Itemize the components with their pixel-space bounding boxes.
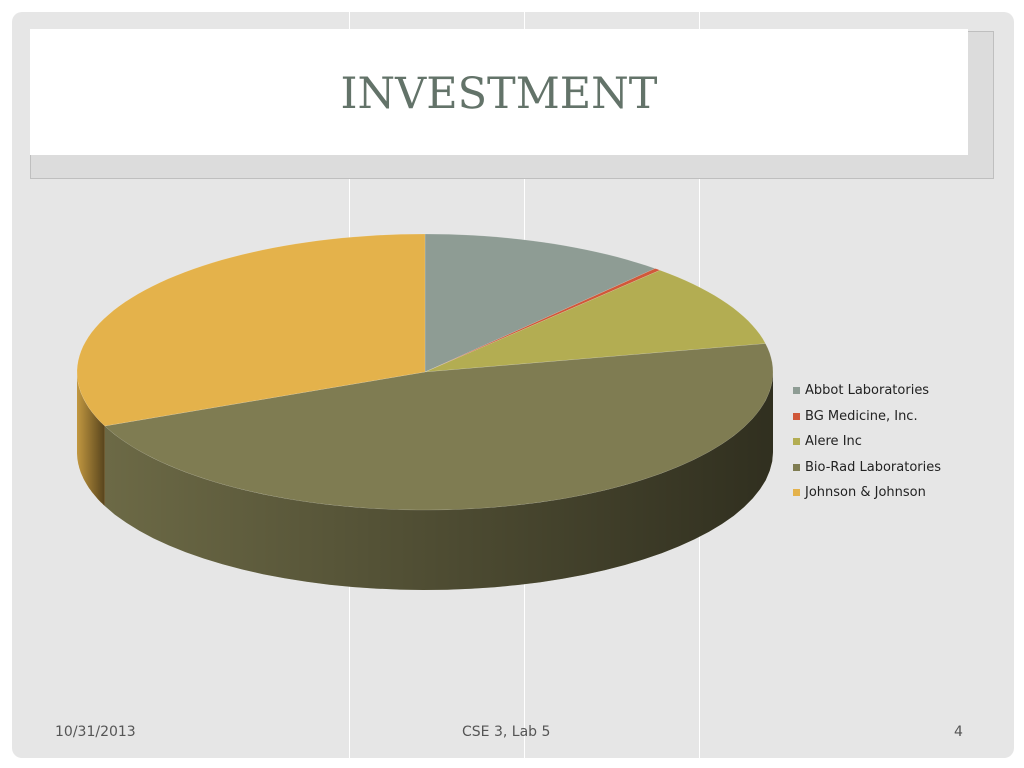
legend-label: Abbot Laboratories: [805, 383, 930, 399]
legend-swatch: [793, 438, 800, 446]
pie-slice-alere-inc: [424, 269, 766, 373]
legend-swatch: [793, 387, 800, 395]
legend-item-abbot-laboratories: Abbot Laboratories: [793, 378, 941, 404]
legend-label: BG Medicine, Inc.: [805, 408, 918, 424]
legend-item-johnson-johnson: Johnson & Johnson: [793, 480, 941, 506]
chart-legend: Abbot Laboratories BG Medicine, Inc. Alere…: [793, 378, 941, 506]
pie-slice-johnson-johnson: [76, 233, 426, 427]
legend-label: Bio-Rad Laboratories: [805, 459, 942, 475]
title-box: INVESTMENT: [30, 29, 968, 155]
legend-item-bg-medicine-inc: BG Medicine, Inc.: [793, 404, 941, 430]
legend-swatch: [793, 489, 800, 497]
pie-side-shade-johnson-johnson: [77, 372, 105, 506]
pie-side-shade-bio-rad-laboratories: [104, 372, 774, 590]
slide-title: INVESTMENT: [340, 69, 658, 119]
legend-item-alere-inc: Alere Inc: [793, 429, 941, 455]
legend-item-bio-rad-laboratories: Bio-Rad Laboratories: [793, 455, 941, 481]
legend-swatch: [793, 412, 800, 420]
legend-label: Alere Inc: [805, 434, 862, 450]
legend-label: Johnson & Johnson: [805, 485, 926, 501]
footer-date: 10/31/2013: [55, 724, 136, 740]
pie-slice-abbot-laboratories: [424, 233, 656, 373]
pie-slice-bio-rad-laboratories: [104, 343, 774, 511]
legend-swatch: [793, 463, 800, 471]
footer-center: CSE 3, Lab 5: [462, 724, 551, 740]
page-number: 4: [954, 724, 963, 740]
